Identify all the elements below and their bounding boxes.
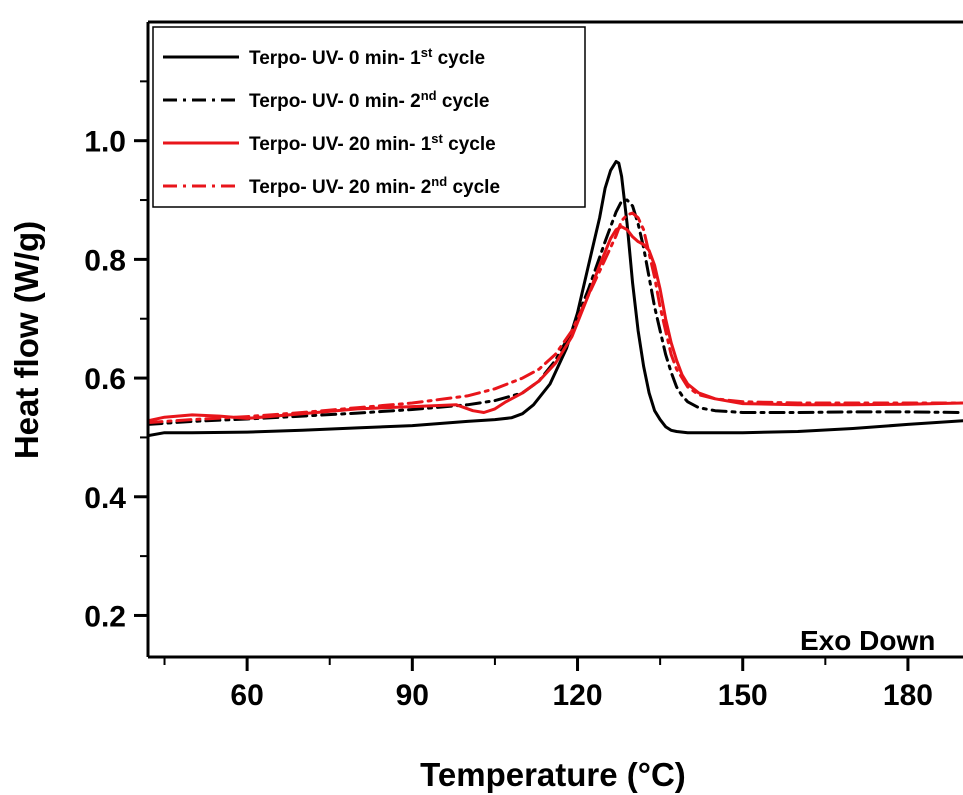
x-tick-label: 90 [396,679,429,712]
x-axis-title: Temperature (°C) [420,756,686,793]
y-tick-label: 0.6 [84,363,126,396]
y-axis-title: Heat flow (W/g) [8,221,45,459]
tick-labels: 60 90 120 150 180 0.2 0.4 0.6 0.8 1.0 [84,126,933,712]
series-line-4 [148,211,963,425]
series-lines [148,160,963,438]
series-line-3 [148,225,963,423]
x-tick-label: 60 [230,679,263,712]
axis-ticks [134,80,910,671]
x-tick-label: 120 [552,679,602,712]
exo-down-annotation: Exo Down [800,625,935,656]
legend: Terpo- UV- 0 min- 1st cycle Terpo- UV- 0 … [152,26,586,208]
series-line-1 [148,160,963,438]
legend-label-3: Terpo- UV- 20 min- 1st cycle [249,131,496,156]
legend-label-1: Terpo- UV- 0 min- 1st cycle [249,45,485,70]
x-tick-label: 150 [718,679,768,712]
y-tick-label: 0.2 [84,600,126,633]
legend-label-2: Terpo- UV- 0 min- 2nd cycle [249,88,489,113]
x-tick-label: 180 [883,679,933,712]
legend-label-4: Terpo- UV- 20 min- 2nd cycle [249,174,500,199]
y-tick-label: 1.0 [84,126,126,159]
y-tick-label: 0.4 [84,482,126,515]
y-tick-label: 0.8 [84,244,126,277]
plot-frame [146,20,963,659]
